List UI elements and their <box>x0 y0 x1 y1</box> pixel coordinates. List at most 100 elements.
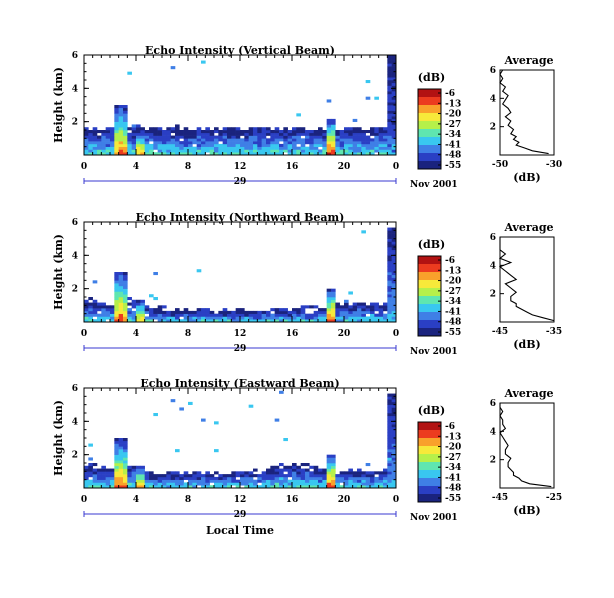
profile-y-tick-label: 2 <box>490 123 496 133</box>
heatmap-cell <box>196 474 202 478</box>
heatmap-cell <box>110 308 115 312</box>
heatmap-cell <box>201 130 206 134</box>
heatmap-cell <box>283 132 288 136</box>
heatmap-cell <box>374 476 379 480</box>
heatmap-cell <box>270 138 275 142</box>
heatmap-cell <box>387 74 392 78</box>
heatmap-cell <box>344 476 349 480</box>
heatmap-cell <box>313 319 319 323</box>
heatmap-cell <box>322 485 327 489</box>
heatmap-cell <box>387 116 392 120</box>
heatmap-cell <box>110 482 115 486</box>
heatmap-cell <box>391 285 397 289</box>
heatmap-cell <box>266 482 271 486</box>
heatmap-cell <box>97 135 102 139</box>
heatmap-cell <box>88 305 93 309</box>
heatmap-cell <box>352 302 358 306</box>
heatmap-cell <box>331 294 336 298</box>
heatmap-cell <box>274 138 280 142</box>
heatmap-cell <box>131 143 137 147</box>
heatmap-cell <box>110 130 115 134</box>
colorbar-segment <box>418 95 441 98</box>
heatmap-cell <box>331 152 336 156</box>
heatmap-cell <box>383 127 388 131</box>
heatmap-cell <box>227 149 232 153</box>
heatmap-cell <box>123 138 128 142</box>
heatmap-cell <box>300 463 306 467</box>
heatmap-cell <box>357 485 362 489</box>
colorbar-segment <box>418 288 441 291</box>
heatmap-cell <box>309 471 314 475</box>
heatmap-cell <box>214 421 219 425</box>
heatmap-cell <box>118 277 124 281</box>
heatmap-cell <box>175 152 180 156</box>
heatmap-cell <box>205 310 210 314</box>
heatmap-cell <box>101 135 106 139</box>
heatmap-cell <box>222 152 228 156</box>
heatmap-cell <box>92 149 98 153</box>
heatmap-cell <box>162 138 167 142</box>
heatmap-cell <box>383 152 388 156</box>
heatmap-cell <box>97 316 102 320</box>
heatmap-cell <box>309 135 314 139</box>
heatmap-cell <box>201 149 206 153</box>
heatmap-cell <box>110 135 115 139</box>
heatmap-cell <box>279 130 284 134</box>
heatmap-cell <box>214 130 219 134</box>
colorbar-segment <box>418 452 441 455</box>
heatmap-cell <box>331 308 336 312</box>
heatmap-cell <box>244 141 249 145</box>
heatmap-cell <box>166 474 171 478</box>
heatmap-cell <box>127 468 132 472</box>
heatmap-cell <box>144 319 150 323</box>
heatmap-cell <box>374 143 379 147</box>
colorbar-segment <box>418 322 441 325</box>
heatmap-cell <box>127 71 132 75</box>
heatmap-cell <box>222 479 228 483</box>
heatmap-cell <box>127 135 132 139</box>
colorbar-segment <box>418 486 441 489</box>
colorbar-tick-label: -13 <box>445 99 461 109</box>
x-tick-label: 16 <box>286 162 299 172</box>
heatmap-cell <box>270 132 275 136</box>
heatmap-cell <box>170 66 176 70</box>
heatmap-cell <box>88 479 93 483</box>
heatmap-cell <box>387 269 392 273</box>
heatmap-cell <box>209 316 215 320</box>
heatmap-cell <box>218 138 223 142</box>
colorbar-segment <box>418 312 441 315</box>
heatmap-cell <box>378 482 384 486</box>
heatmap-cell <box>261 141 267 145</box>
heatmap-cell <box>97 305 102 309</box>
heatmap-cell <box>292 138 297 142</box>
heatmap-cell <box>387 454 392 458</box>
heatmap-cell <box>292 319 297 323</box>
heatmap-cell <box>227 476 232 480</box>
heatmap-cell <box>300 132 306 136</box>
heatmap-cell <box>196 310 202 314</box>
heatmap-cell <box>209 149 215 153</box>
heatmap-cell <box>175 127 180 131</box>
heatmap-cell <box>365 476 371 480</box>
heatmap-cell <box>344 305 349 309</box>
heatmap-cell <box>123 113 128 117</box>
heatmap-cell <box>344 130 349 134</box>
x-tick-label: 4 <box>133 495 139 505</box>
heatmap-cell <box>331 149 336 153</box>
heatmap-cell <box>84 310 89 314</box>
heatmap-cell <box>391 280 397 284</box>
heatmap-cell <box>170 313 176 317</box>
heatmap-cell <box>153 297 158 301</box>
heatmap-cell <box>270 474 275 478</box>
heatmap-cell <box>248 316 254 320</box>
heatmap-cell <box>391 107 397 111</box>
colorbar-segment <box>418 476 441 479</box>
heatmap-cell <box>231 149 236 153</box>
heatmap-cell <box>235 316 241 320</box>
heatmap-cell <box>391 404 397 408</box>
heatmap-cell <box>92 468 98 472</box>
heatmap-cell <box>391 413 397 417</box>
heatmap-cell <box>196 482 202 486</box>
heatmap-cell <box>391 432 397 436</box>
heatmap-cell <box>348 471 353 475</box>
